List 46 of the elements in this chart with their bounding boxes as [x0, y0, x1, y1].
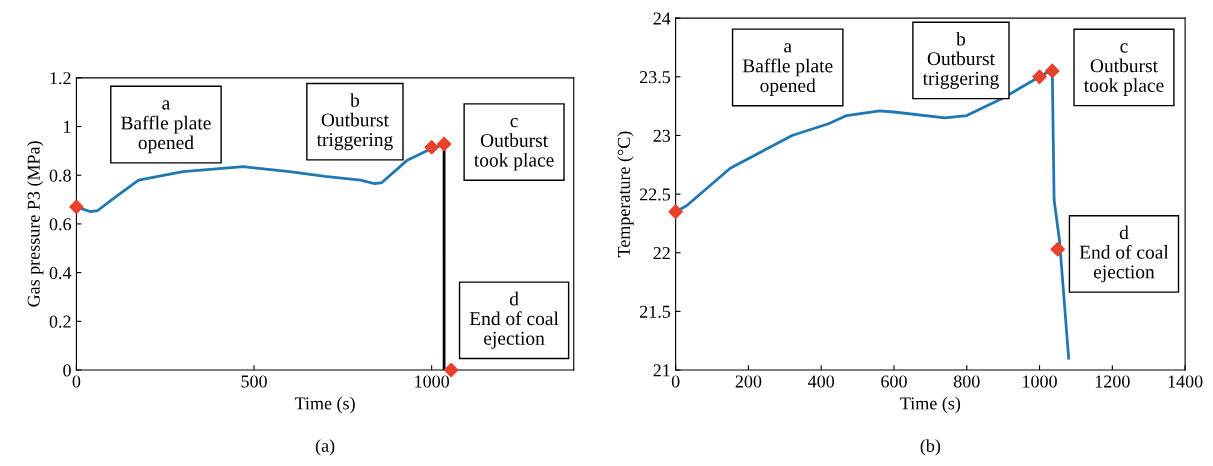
y-tick-label: 21: [653, 364, 670, 377]
annotation: d End of coal ejection: [1079, 225, 1169, 283]
x-tick-label: 400: [808, 375, 835, 388]
y-tick-label: 0.2: [49, 315, 71, 328]
x-axis-title: Time (s): [294, 396, 355, 414]
y-tick-label: 1.2: [50, 72, 71, 85]
y-tick-label: 0.4: [49, 266, 72, 280]
annotation: c Outburst took place: [474, 117, 554, 171]
x-tick-label: 500: [241, 375, 267, 388]
y-tick-label: 21.5: [639, 305, 671, 318]
x-tick-label: 1200: [1095, 375, 1130, 388]
y-tick-label: 22.5: [639, 188, 671, 201]
annotation: a Baffle plate opened: [742, 43, 833, 97]
y-tick-label: 23: [653, 129, 671, 142]
point: [424, 139, 439, 155]
y-axis-title: Temperature (°C): [617, 131, 634, 258]
point: [1050, 241, 1066, 257]
x-tick-label: 0: [72, 375, 81, 388]
annotation: a Baffle plate opened: [121, 100, 211, 154]
y-tick-label: 0: [63, 364, 71, 377]
x-tick-label: 200: [735, 375, 762, 388]
point: [668, 204, 683, 219]
point: [69, 199, 84, 215]
y-axis-title: Gas pressure P3 (MPa): [27, 141, 44, 307]
y-tick-label: 0.6: [49, 218, 72, 231]
x-tick-label: 600: [881, 375, 907, 388]
text: (b): [920, 439, 941, 456]
point: [436, 136, 452, 152]
x-axis-title: Time (s): [900, 396, 961, 414]
y-tick-label: 23.5: [639, 71, 671, 84]
x-tick-label: 0: [671, 375, 680, 388]
x-tick-label: 1000: [415, 375, 450, 388]
point: [1044, 63, 1060, 79]
y-tick-label: 1: [64, 120, 71, 133]
y-tick-label: 24: [653, 12, 671, 25]
y-tick-label: 0.8: [49, 169, 71, 182]
annotation: b Outburst triggering: [316, 93, 393, 151]
annotation: c Outburst took place: [1083, 43, 1164, 96]
annotation: d End of coal ejection: [469, 291, 559, 349]
x-tick-label: 800: [953, 375, 980, 388]
x-tick-label: 1000: [1023, 375, 1057, 388]
x-tick-label: 1400: [1168, 375, 1203, 388]
annotation: b Outburst triggering: [922, 31, 999, 89]
y-tick-label: 22: [653, 247, 670, 259]
text: (a): [315, 439, 335, 456]
point: [1032, 69, 1047, 85]
